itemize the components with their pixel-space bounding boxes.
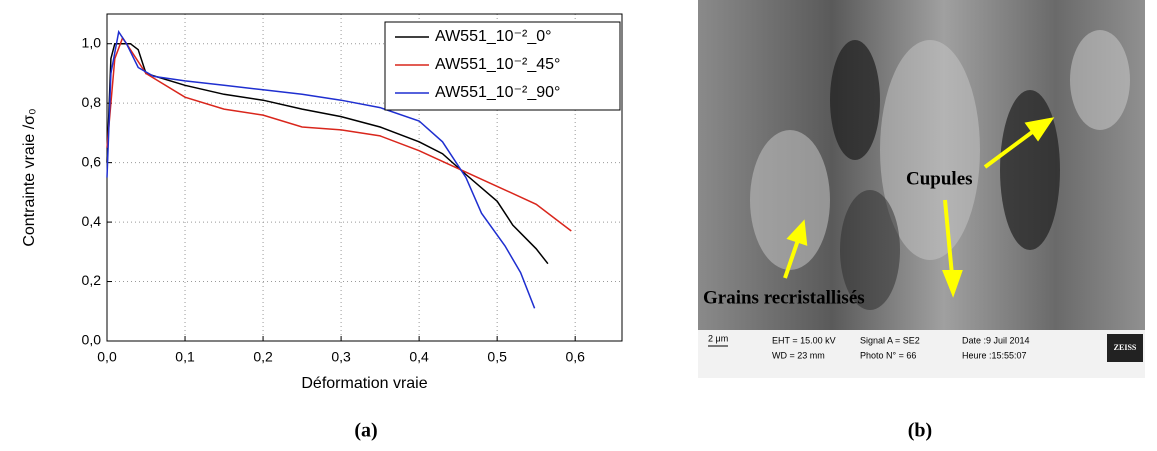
x-tick-label: 0,0 bbox=[97, 349, 117, 365]
y-tick-label: 0,8 bbox=[82, 94, 102, 110]
x-tick-label: 0,5 bbox=[487, 349, 507, 365]
sem-info: WD = 23 mm bbox=[772, 350, 825, 360]
y-axis-label: Contrainte vraie /σ₀ bbox=[21, 108, 38, 246]
series-line bbox=[106, 42, 549, 265]
sem-info: Date :9 Juil 2014 bbox=[962, 335, 1030, 345]
x-axis-label: Déformation vraie bbox=[301, 375, 427, 392]
y-tick-label: 0,2 bbox=[82, 272, 102, 288]
sem-info: Heure :15:55:07 bbox=[962, 350, 1027, 360]
panel-label: (a) bbox=[354, 420, 377, 442]
x-tick-label: 0,1 bbox=[175, 349, 195, 365]
x-tick-label: 0,4 bbox=[409, 349, 429, 365]
y-tick-label: 0,6 bbox=[82, 153, 102, 169]
y-tick-label: 1,0 bbox=[82, 34, 102, 50]
y-tick-label: 0,4 bbox=[82, 213, 102, 229]
legend-label: AW551_10⁻²_90° bbox=[435, 84, 560, 101]
x-tick-label: 0,3 bbox=[331, 349, 351, 365]
series-line bbox=[106, 29, 536, 309]
sem-brand: ZEISS bbox=[1114, 343, 1137, 352]
x-tick-label: 0,2 bbox=[253, 349, 273, 365]
sem-info: Signal A = SE2 bbox=[860, 335, 920, 345]
sem-info: Photo N° = 66 bbox=[860, 350, 916, 360]
scale-bar-label: 2 μm bbox=[708, 333, 728, 343]
legend-label: AW551_10⁻²_45° bbox=[435, 56, 560, 73]
sem-annotation: Cupules bbox=[906, 168, 973, 189]
sem-annotation: Grains recristallisés bbox=[703, 287, 865, 308]
panel-label: (b) bbox=[908, 420, 932, 442]
sem-info: EHT = 15.00 kV bbox=[772, 335, 836, 345]
legend-label: AW551_10⁻²_0° bbox=[435, 28, 552, 45]
x-tick-label: 0,6 bbox=[565, 349, 585, 365]
sem-image bbox=[698, 0, 1145, 378]
y-tick-label: 0,0 bbox=[82, 332, 102, 348]
